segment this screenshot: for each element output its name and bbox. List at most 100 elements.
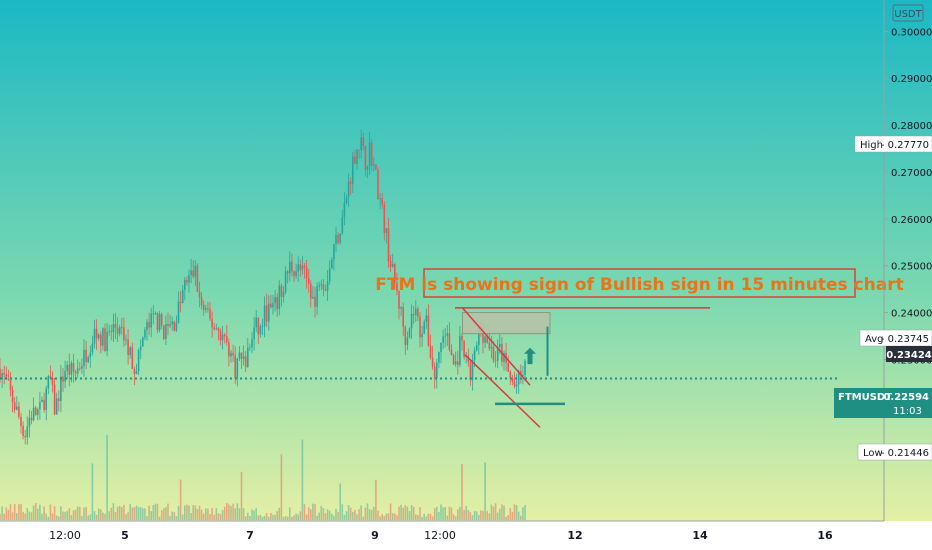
volume-bar xyxy=(11,512,14,520)
volume-bar xyxy=(211,507,213,520)
candle-body xyxy=(116,327,119,334)
candle-body xyxy=(196,265,199,292)
range-box[interactable] xyxy=(462,312,551,335)
candle-body xyxy=(278,285,281,309)
volume-bar xyxy=(205,508,207,520)
volume-bar xyxy=(7,509,10,520)
candle-body xyxy=(381,198,383,205)
volume-bar xyxy=(219,514,222,520)
candle-body xyxy=(337,234,339,243)
x-tick-label: 9 xyxy=(371,529,379,542)
candle-body xyxy=(362,137,365,147)
candle-body xyxy=(158,314,161,331)
candle-body xyxy=(156,313,159,331)
candle-body xyxy=(18,406,20,418)
volume-bar xyxy=(362,516,365,520)
candle-body xyxy=(517,370,520,385)
x-axis-ticks: 12:00 5 7 9 12:00 12 14 16 xyxy=(49,529,833,542)
candle-body xyxy=(484,336,486,343)
volume-bar xyxy=(473,511,476,520)
volume-bar xyxy=(41,513,43,520)
volume-bar xyxy=(276,511,278,520)
candle-body xyxy=(421,333,423,338)
candle-body xyxy=(64,370,66,382)
volume-bar xyxy=(129,504,131,520)
channel-upper-line[interactable] xyxy=(461,307,531,386)
candle-body xyxy=(1,373,3,380)
volume-bar xyxy=(116,506,119,520)
annotation-callout[interactable]: FTM is showing sign of Bullish sign in 1… xyxy=(375,268,904,298)
volume-bar xyxy=(333,515,335,520)
volume-bar xyxy=(478,514,480,520)
candle-body xyxy=(282,291,285,297)
volume-bar xyxy=(364,507,367,520)
candle-body xyxy=(131,347,134,369)
volume-bar xyxy=(238,508,241,520)
candle-body xyxy=(473,350,476,361)
candle-body xyxy=(165,323,167,339)
volume-bar xyxy=(452,514,455,520)
volume-bar xyxy=(152,504,155,520)
candle-body xyxy=(425,315,428,322)
volume-bar xyxy=(419,507,421,520)
volume-bar xyxy=(100,509,102,520)
candle-body xyxy=(314,296,316,307)
volume-bar xyxy=(156,503,159,520)
last-price-box xyxy=(886,346,932,362)
volume-bar xyxy=(328,510,331,520)
volume-bar xyxy=(412,506,415,520)
channel-lower-line[interactable] xyxy=(464,354,541,428)
volume-bar xyxy=(215,508,218,520)
volume-bar xyxy=(68,508,71,520)
current-price-label[interactable]: FTMUSDT 0.22594 11:03 xyxy=(834,388,932,418)
candle-body xyxy=(135,371,138,374)
volume-bar xyxy=(337,511,339,520)
candle-body xyxy=(177,301,180,323)
currency-tag[interactable]: USDT xyxy=(892,4,924,22)
volume-bar xyxy=(22,511,24,520)
volume-bar xyxy=(97,508,100,520)
volume-bar xyxy=(499,508,501,520)
volume-bar xyxy=(137,506,140,520)
candle-body xyxy=(150,313,152,328)
candle-body xyxy=(91,343,94,353)
candle-body xyxy=(49,376,52,378)
volume-bar xyxy=(503,505,505,520)
candle-body xyxy=(364,146,367,170)
volume-bar xyxy=(406,506,409,520)
volume-bar xyxy=(28,511,31,520)
candle-body xyxy=(34,407,37,415)
candle-body xyxy=(289,261,291,274)
candle-body xyxy=(469,361,472,381)
candle-body xyxy=(127,339,129,356)
volume-bar xyxy=(469,512,472,520)
candle-body xyxy=(192,270,194,277)
volume-bar xyxy=(253,510,255,520)
volume-bar xyxy=(60,506,62,520)
volume-bar xyxy=(194,505,197,520)
volume-bar xyxy=(404,505,407,520)
volume-bar xyxy=(515,505,518,520)
volume-bar xyxy=(135,505,138,520)
candle-body xyxy=(366,165,369,170)
volume-bar xyxy=(53,506,56,520)
volume-bar xyxy=(217,513,220,520)
volume-bar xyxy=(223,506,226,520)
volume-bar xyxy=(154,503,157,520)
volume-bar xyxy=(236,503,239,520)
candle-body xyxy=(450,349,453,356)
candle-body xyxy=(494,360,497,362)
volume-bar xyxy=(339,483,341,520)
candle-body xyxy=(343,202,346,218)
candle-body xyxy=(213,327,215,330)
volume-bar xyxy=(221,510,224,520)
volume-bar xyxy=(291,516,293,520)
candle-body xyxy=(244,356,247,367)
volume-bar xyxy=(123,504,125,520)
candle-body xyxy=(358,149,360,151)
candle-body xyxy=(349,181,352,184)
candle-body xyxy=(265,305,268,322)
candle-body xyxy=(444,335,446,337)
candle-body xyxy=(242,356,245,359)
